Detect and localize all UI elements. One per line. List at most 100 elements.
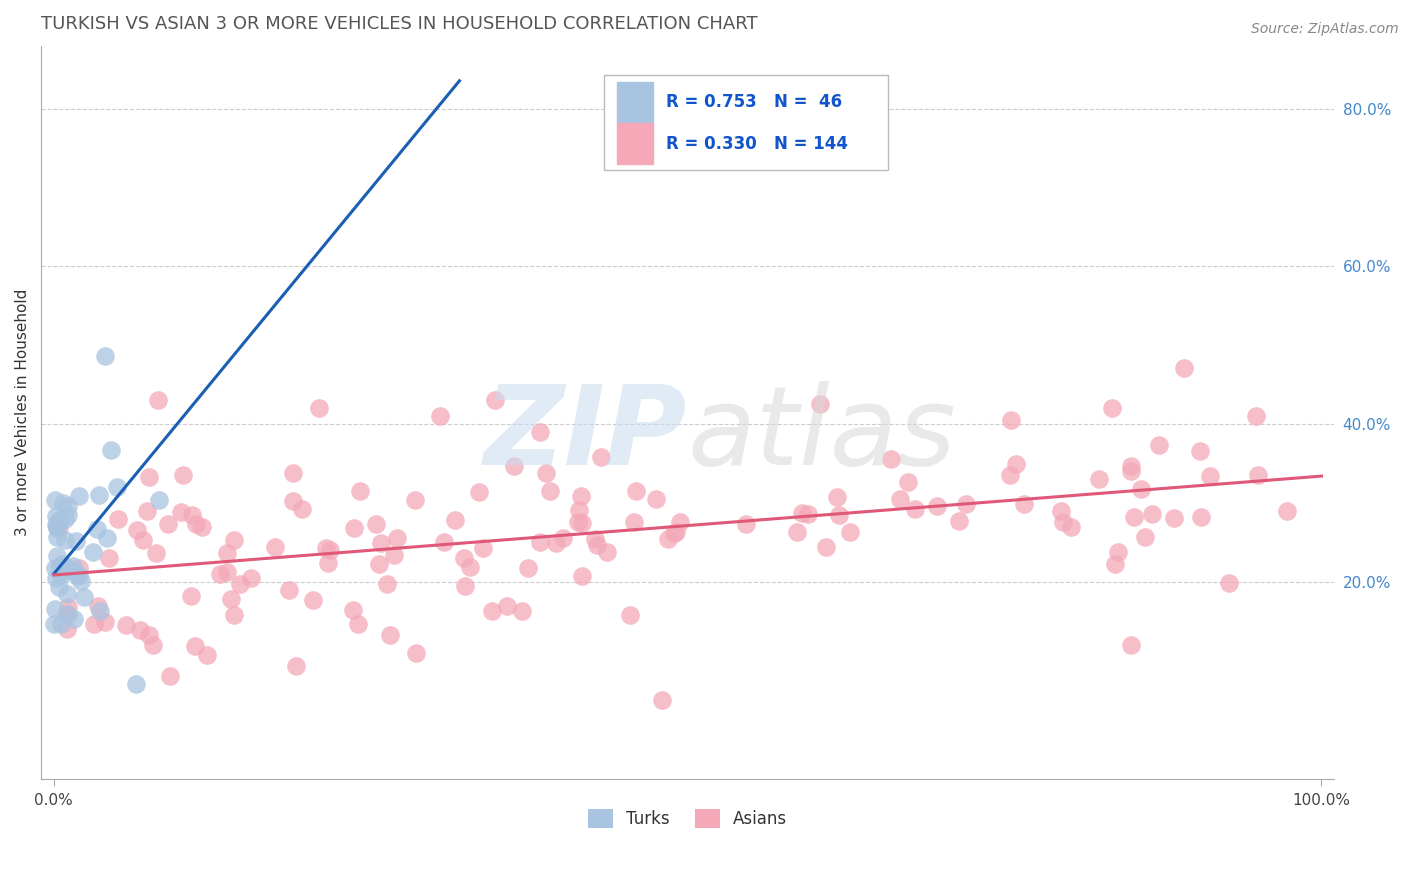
Point	[657, 532, 679, 546]
Point	[571, 516, 593, 531]
Point	[96, 531, 118, 545]
Point	[67, 489, 90, 503]
Point	[880, 451, 903, 466]
Point	[186, 516, 208, 531]
Point	[1088, 472, 1111, 486]
Point	[669, 515, 692, 529]
Point	[49, 568, 72, 582]
Point	[1147, 438, 1170, 452]
Point	[790, 506, 813, 520]
Text: atlas: atlas	[688, 381, 956, 488]
Point	[1163, 511, 1185, 525]
Point	[48, 560, 70, 574]
Point	[429, 409, 451, 424]
Point	[662, 526, 685, 541]
Point	[444, 513, 467, 527]
Point	[184, 639, 207, 653]
Point	[1000, 468, 1022, 483]
Point	[224, 607, 246, 622]
Point	[623, 516, 645, 530]
Point	[195, 648, 218, 663]
Point	[1119, 638, 1142, 652]
Text: ZIP: ZIP	[484, 381, 688, 488]
Point	[529, 534, 551, 549]
Point	[1119, 464, 1142, 478]
Point	[645, 492, 668, 507]
Point	[115, 618, 138, 632]
Point	[569, 489, 592, 503]
Point	[45, 517, 67, 532]
Point	[146, 393, 169, 408]
Point	[839, 524, 862, 539]
Point	[318, 543, 340, 558]
Point	[797, 507, 820, 521]
Point	[624, 484, 647, 499]
Text: R = 0.330   N = 144: R = 0.330 N = 144	[665, 135, 848, 153]
Point	[375, 576, 398, 591]
Point	[53, 512, 76, 526]
Point	[1004, 457, 1026, 471]
Point	[46, 518, 69, 533]
Point	[83, 616, 105, 631]
Point	[87, 488, 110, 502]
Point	[904, 502, 927, 516]
Point	[551, 531, 574, 545]
Point	[825, 490, 848, 504]
Point	[55, 607, 77, 622]
Point	[56, 508, 79, 522]
Point	[1052, 515, 1074, 529]
Point	[368, 558, 391, 572]
Bar	[616, 81, 652, 122]
Point	[172, 467, 194, 482]
Point	[209, 566, 232, 581]
Point	[1101, 401, 1123, 415]
Point	[105, 480, 128, 494]
Point	[471, 541, 494, 556]
Point	[136, 504, 159, 518]
Point	[1060, 520, 1083, 534]
Point	[97, 550, 120, 565]
Point	[378, 628, 401, 642]
Point	[45, 521, 67, 535]
Point	[318, 556, 340, 570]
Point	[65, 533, 87, 548]
Point	[596, 545, 619, 559]
Point	[889, 491, 911, 506]
Point	[48, 513, 70, 527]
Point	[534, 466, 557, 480]
Point	[342, 603, 364, 617]
Point	[94, 349, 117, 363]
Point	[229, 577, 252, 591]
Point	[132, 533, 155, 547]
Point	[529, 425, 551, 439]
Point	[53, 533, 76, 547]
Bar	[616, 123, 652, 164]
Point	[49, 617, 72, 632]
Point	[1014, 497, 1036, 511]
Point	[191, 520, 214, 534]
Point	[955, 497, 977, 511]
Point	[458, 559, 481, 574]
Point	[44, 601, 66, 615]
Point	[385, 531, 408, 545]
Point	[538, 484, 561, 499]
Point	[86, 522, 108, 536]
Legend: Turks, Asians: Turks, Asians	[579, 801, 796, 837]
Point	[544, 536, 567, 550]
Point	[128, 623, 150, 637]
Point	[56, 499, 79, 513]
Point	[222, 533, 245, 547]
Point	[1189, 510, 1212, 524]
Point	[45, 508, 67, 523]
Text: R = 0.753   N =  46: R = 0.753 N = 46	[665, 93, 842, 111]
Point	[89, 604, 111, 618]
Point	[1133, 530, 1156, 544]
Point	[86, 599, 108, 614]
Point	[291, 502, 314, 516]
Point	[285, 658, 308, 673]
Point	[62, 559, 84, 574]
Point	[786, 524, 808, 539]
Point	[1121, 459, 1143, 474]
Point	[66, 569, 89, 583]
Point	[449, 23, 471, 37]
